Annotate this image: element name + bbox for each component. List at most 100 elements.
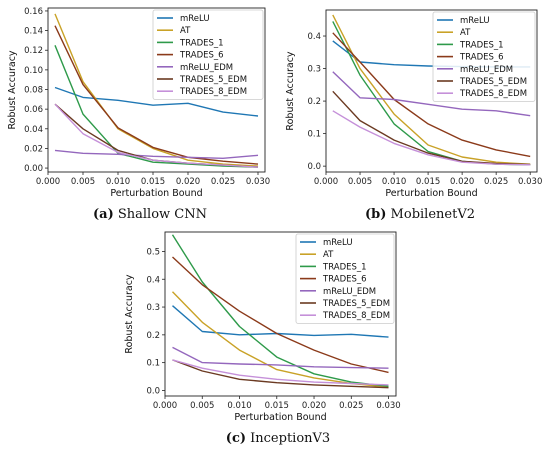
series-line-trades-6 <box>332 32 531 158</box>
x-tick-label: 0.005 <box>190 401 214 411</box>
legend-label: TRADES_6 <box>459 53 504 63</box>
series-line-at <box>54 13 259 167</box>
x-tick-label: 0.030 <box>376 401 400 411</box>
chart-panel: 0.000 0.005 0.010 0.015 0.020 0.025 0.030 0.00 0… <box>7 7 270 222</box>
plot-frame <box>47 7 266 173</box>
y-axis-label: Robust Accuracy <box>7 50 18 129</box>
y-tick-label: 0.12 <box>24 46 43 56</box>
legend-label: mReLU_EDM <box>460 65 513 75</box>
x-tick-label: 0.020 <box>450 177 474 187</box>
x-axis-label: Perturbation Bound <box>110 188 202 199</box>
legend-label: mReLU_EDM <box>323 287 376 297</box>
caption-text: Shallow CNN <box>114 207 207 222</box>
legend-label: TRADES_5_EDM <box>322 299 390 309</box>
series-line-trades-1 <box>171 234 389 387</box>
x-tick-label: 0.020 <box>302 401 326 411</box>
caption-text: InceptionV3 <box>246 431 330 446</box>
legend-label: mReLU_EDM <box>180 63 233 73</box>
x-tick-label: 0.020 <box>176 177 200 187</box>
legend-label: TRADES_6 <box>179 51 224 61</box>
y-tick-label: 0.1 <box>146 359 160 369</box>
series-line-trades-8-edm <box>54 103 259 168</box>
legend-label: TRADES_1 <box>322 262 367 272</box>
x-tick-label: 0.010 <box>106 177 130 187</box>
y-tick-label: 0.1 <box>307 130 321 140</box>
legend-label: TRADES_1 <box>179 38 224 48</box>
y-tick-label: 0.14 <box>24 27 43 37</box>
y-tick-label: 0.10 <box>24 66 43 76</box>
x-tick-label: 0.005 <box>71 177 95 187</box>
y-tick-label: 0.00 <box>24 164 43 174</box>
x-tick-label: 0.025 <box>211 177 235 187</box>
x-tick-label: 0.025 <box>339 401 363 411</box>
series-line-trades-8-edm <box>332 110 531 166</box>
y-axis-label: Robust Accuracy <box>285 51 296 130</box>
x-axis-label: Perturbation Bound <box>234 412 326 423</box>
x-tick-label: 0.010 <box>382 177 406 187</box>
x-tick-label: 0.000 <box>36 177 60 187</box>
x-tick-label: 0.015 <box>141 177 165 187</box>
chart-panel: 0.000 0.005 0.010 0.015 0.020 0.025 0.030 0.0 0.… <box>285 9 542 222</box>
series-line-trades-1 <box>54 45 259 168</box>
legend-label: TRADES_5_EDM <box>179 75 247 85</box>
series-line-trades-5-edm <box>172 359 389 389</box>
y-tick-label: 0.3 <box>146 303 160 313</box>
legend-label: AT <box>323 250 334 260</box>
x-tick-label: 0.030 <box>518 177 542 187</box>
legend-label: TRADES_1 <box>459 40 504 50</box>
legend-label: mReLU <box>323 238 353 248</box>
y-tick-label: 0.4 <box>146 275 160 285</box>
x-tick-label: 0.010 <box>227 401 251 411</box>
caption-label: (b) <box>365 207 386 222</box>
panel-caption: (b) MobilenetV2 <box>365 207 475 222</box>
legend-box <box>295 233 395 324</box>
y-tick-label: 0.3 <box>307 65 321 75</box>
legend-label: mReLU <box>180 14 210 24</box>
plot-frame <box>325 9 538 173</box>
panel-caption: (a) Shallow CNN <box>93 207 207 222</box>
x-axis-label: Perturbation Bound <box>385 188 477 199</box>
series-line-mrelu-edm <box>332 71 531 117</box>
y-tick-label: 0.04 <box>24 125 43 135</box>
legend: mReLU AT TRADES_1 TRADES_6 mReLU_EDM TRADES_5… <box>152 9 264 100</box>
legend-label: TRADES_6 <box>322 275 367 285</box>
y-axis-label: Robust Accuracy <box>124 274 135 353</box>
y-tick-label: 0.4 <box>307 32 321 42</box>
chart-panel: 0.000 0.005 0.010 0.015 0.020 0.025 0.030 0.0 0.… <box>124 231 401 446</box>
legend: mReLU AT TRADES_1 TRADES_6 mReLU_EDM TRADES_5… <box>432 11 536 102</box>
x-tick-label: 0.000 <box>314 177 338 187</box>
legend-box <box>432 11 536 102</box>
legend-label: TRADES_8_EDM <box>179 87 247 97</box>
series-line-mrelu-edm <box>54 149 259 160</box>
y-tick-label: 0.2 <box>307 97 321 107</box>
series-line-at <box>332 14 531 165</box>
legend-label: TRADES_8_EDM <box>459 89 527 99</box>
series-line-trades-6 <box>172 256 389 374</box>
legend-box <box>152 9 264 100</box>
y-tick-label: 0.0 <box>146 386 160 396</box>
legend-label: AT <box>180 26 191 36</box>
plot-frame <box>164 231 397 397</box>
series-line-mrelu-edm <box>172 346 389 369</box>
caption-label: (c) <box>226 431 246 446</box>
x-tick-label: 0.030 <box>246 177 270 187</box>
series-line-mrelu <box>54 86 259 117</box>
caption-text: MobilenetV2 <box>386 207 475 222</box>
x-tick-label: 0.005 <box>348 177 372 187</box>
series-line-trades-8-edm <box>172 359 389 386</box>
y-tick-label: 0.08 <box>24 86 43 96</box>
y-tick-label: 0.2 <box>146 331 160 341</box>
y-tick-label: 0.5 <box>146 247 160 257</box>
x-tick-label: 0.015 <box>265 401 289 411</box>
series-line-trades-6 <box>54 25 259 165</box>
y-tick-label: 0.02 <box>24 144 43 154</box>
panel-caption: (c) InceptionV3 <box>226 431 330 446</box>
x-tick-label: 0.015 <box>416 177 440 187</box>
x-tick-label: 0.025 <box>484 177 508 187</box>
legend-label: AT <box>460 28 471 38</box>
legend-label: mReLU <box>460 16 490 26</box>
caption-label: (a) <box>93 207 114 222</box>
y-tick-label: 0.06 <box>24 105 43 115</box>
legend-label: TRADES_5_EDM <box>459 77 527 87</box>
